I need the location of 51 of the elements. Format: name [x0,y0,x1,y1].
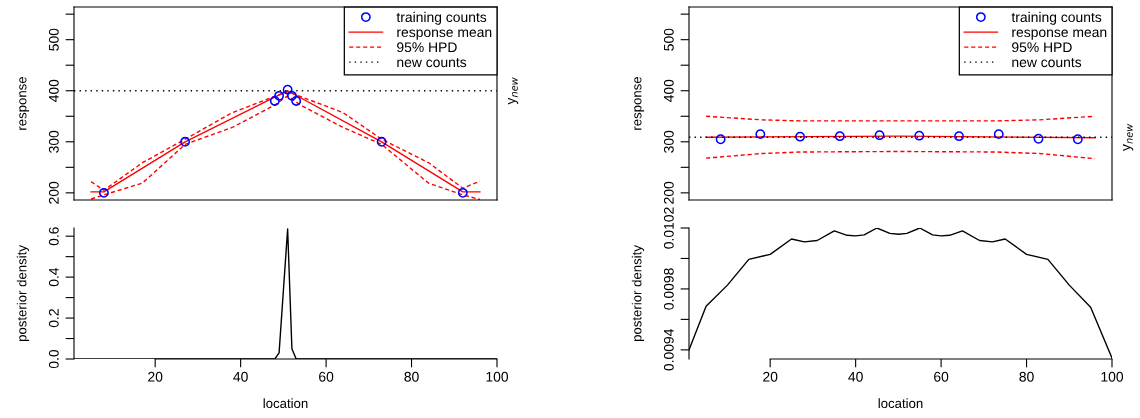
y-tick-label: 0.0102 [663,207,674,249]
legend-label: response mean [1012,29,1107,40]
y-tick-label: 400 [663,79,674,102]
point [98,187,109,198]
y-tick-label: 200 [663,181,674,204]
y-tick-label: 500 [48,28,59,51]
y-tick-label: 200 [48,181,59,204]
y-tick-label: 0.0 [48,349,59,369]
y-axis-title: posterior density [631,245,645,342]
x-tick-label: 80 [1019,371,1034,382]
x-axis-title: location [878,398,923,409]
legend-label: new counts [1012,58,1082,68]
legend-label: 95% HPD [397,42,457,53]
legend-label: 95% HPD [1012,42,1072,53]
x-tick-label: 40 [848,371,863,382]
y-tick-label: 0.0094 [663,329,674,371]
x-tick-label: 100 [486,371,509,382]
y-axis-title: response [634,76,645,130]
y-tick-label: 0.4 [48,267,59,287]
y-tick-label: 300 [48,130,59,153]
legend-label: response mean [397,29,492,40]
annotation: y$_{new}$ [1123,123,1134,151]
y-tick-label: 500 [663,28,674,51]
point [282,84,293,95]
y-tick-label: 0.6 [48,227,59,246]
y-tick-label: 400 [48,79,59,102]
y-axis-title: posterior density [16,245,30,342]
point [180,136,191,147]
y-tick-label: 0.0098 [663,268,674,310]
legend-label: training counts [1011,11,1102,25]
x-tick-label: 80 [404,371,419,382]
point [286,90,297,101]
x-tick-label: 60 [319,371,334,382]
point [376,136,387,147]
point [291,96,302,106]
point [269,96,280,106]
legend-label: new counts [397,58,467,68]
x-tick-label: 40 [233,371,248,382]
y-tick-label: 0.2 [48,309,59,328]
y-tick-label: 300 [663,130,674,153]
x-tick-label: 60 [934,371,949,382]
x-tick-label: 20 [148,371,163,382]
x-tick-label: 20 [763,371,778,382]
annotation: y$_{new}$ [508,77,519,105]
x-tick-label: 100 [1101,371,1124,382]
point [274,90,285,101]
line-series [705,150,1096,160]
legend-label: training counts [396,11,487,25]
point [457,187,468,198]
y-axis-title: response [19,76,30,130]
x-axis-title: location [263,398,308,409]
